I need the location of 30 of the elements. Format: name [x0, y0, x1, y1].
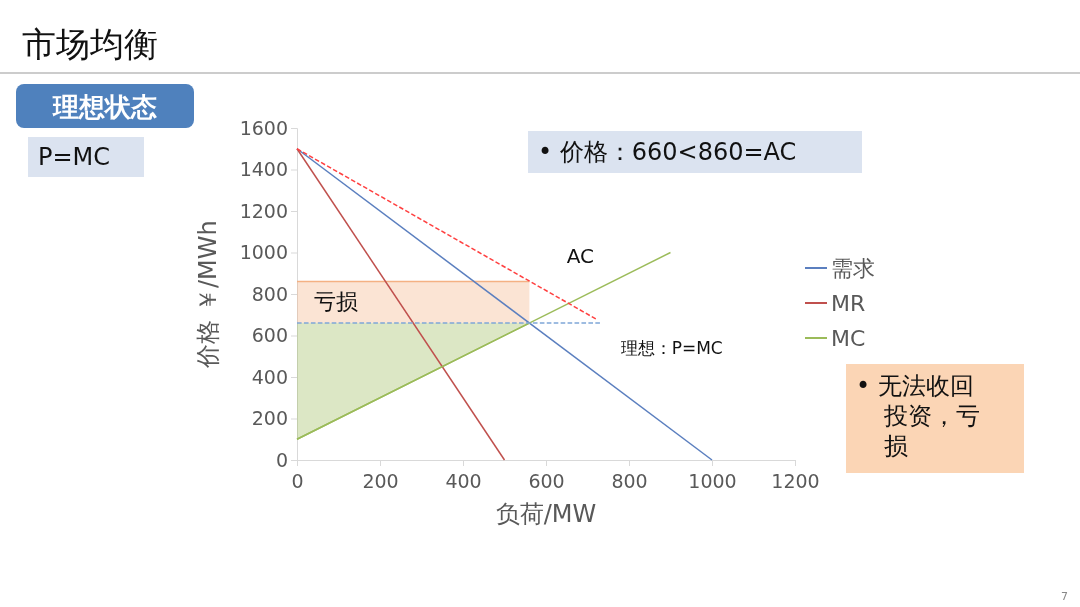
text: 7 — [1061, 590, 1068, 603]
y-tick-label: 1000 — [239, 241, 288, 264]
y-axis-title: 价格 ￥/MWh — [194, 220, 222, 369]
annotation: AC — [566, 243, 595, 268]
legend-label: 需求 — [831, 256, 875, 281]
x-tick-label: 200 — [362, 470, 399, 492]
y-tick-label: 1600 — [239, 116, 288, 139]
annotation: 亏损 — [313, 288, 358, 314]
text: P=MC — [38, 143, 111, 171]
annotation: • 价格：660<860=AC — [538, 138, 797, 166]
y-tick-label: 0 — [275, 448, 288, 471]
x-tick-label: 1000 — [688, 470, 737, 492]
x-tick-label: 1200 — [771, 470, 820, 492]
legend-label: MC — [831, 326, 866, 351]
y-tick-label: 200 — [251, 407, 288, 430]
y-tick-label: 600 — [251, 324, 288, 347]
y-tick-label: 400 — [251, 365, 288, 388]
y-tick-label: 800 — [251, 282, 288, 305]
x-tick-label: 800 — [611, 470, 648, 492]
annotation: 理想：P=MC — [620, 338, 723, 359]
legend-label: MR — [831, 291, 866, 316]
y-tick-label: 1400 — [239, 158, 288, 181]
x-tick-label: 600 — [528, 470, 565, 492]
chart-title: 市场均衡 — [22, 24, 158, 64]
x-tick-label: 400 — [445, 470, 482, 492]
x-axis-title: 负荷/MW — [495, 500, 597, 528]
x-tick-label: 0 — [291, 470, 304, 492]
chart-subtitle: 理想状态 — [52, 92, 157, 122]
text: • 无法收回投资，亏损 — [856, 372, 980, 460]
y-tick-label: 1200 — [239, 199, 288, 222]
